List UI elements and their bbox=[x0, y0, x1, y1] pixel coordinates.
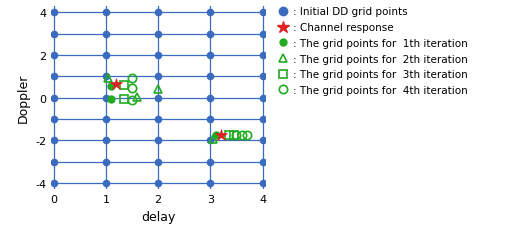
Legend: : Initial DD grid points, : Channel response, : The grid points for  1th iterati: : Initial DD grid points, : Channel resp… bbox=[273, 3, 470, 100]
Y-axis label: Doppler: Doppler bbox=[16, 74, 30, 123]
X-axis label: delay: delay bbox=[140, 210, 175, 223]
